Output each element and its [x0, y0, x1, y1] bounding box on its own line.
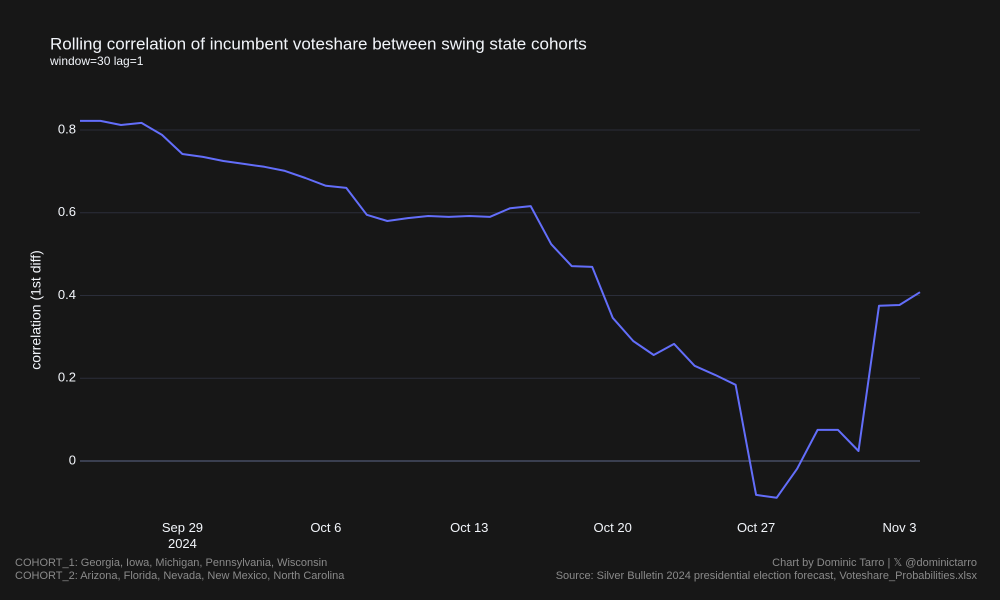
credit: Source: Silver Bulletin 2024 presidentia… [556, 570, 978, 582]
y-tick-label: 0.6 [58, 204, 76, 219]
y-tick-label: 0.8 [58, 121, 76, 136]
x-tick-label: Sep 29 [162, 520, 203, 535]
chart-subtitle: window=30 lag=1 [49, 54, 144, 68]
y-tick-label: 0.4 [58, 287, 76, 302]
x-tick-year: 2024 [168, 536, 197, 551]
x-tick-label: Oct 13 [450, 520, 488, 535]
x-tick-label: Oct 27 [737, 520, 775, 535]
chart-title: Rolling correlation of incumbent votesha… [50, 34, 587, 53]
x-tick-label: Oct 6 [310, 520, 341, 535]
y-tick-label: 0.2 [58, 370, 76, 385]
footnote: COHORT_1: Georgia, Iowa, Michigan, Penns… [15, 557, 327, 569]
footnote: COHORT_2: Arizona, Florida, Nevada, New … [15, 570, 345, 582]
x-tick-label: Oct 20 [594, 520, 632, 535]
y-tick-label: 0 [69, 452, 76, 467]
credit: Chart by Dominic Tarro | 𝕏 @dominictarro [772, 557, 977, 569]
x-tick-label: Nov 3 [883, 520, 917, 535]
y-axis-label: correlation (1st diff) [28, 250, 44, 370]
data-line [80, 119, 921, 499]
